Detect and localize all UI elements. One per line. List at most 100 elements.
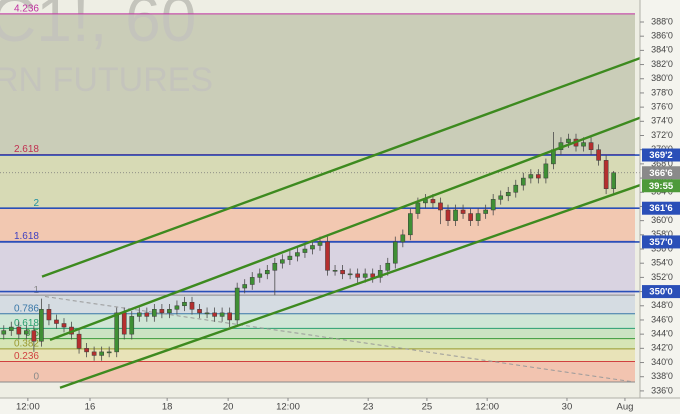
plot: 00.2360.3820.50.6180.78611.61822.6184.23…	[0, 4, 641, 389]
y-tick-label: 336'0	[651, 385, 673, 395]
y-tick-label: 380'0	[651, 73, 673, 83]
price-tag-box	[642, 148, 680, 162]
x-tick-label: 25	[422, 402, 433, 413]
watermark-name: RN FUTURES	[0, 61, 213, 99]
candle-body	[498, 195, 504, 200]
y-tick-label: 372'0	[651, 130, 673, 140]
candle-body	[453, 209, 458, 221]
candle-body	[513, 184, 519, 193]
fib-level-label: 0.618	[14, 318, 39, 329]
candle-body	[295, 252, 300, 257]
candle-body	[106, 351, 112, 354]
current-price-tag-box	[642, 166, 680, 180]
candle-body	[121, 312, 127, 335]
fib-level-label: 0.236	[14, 351, 39, 362]
candle-body	[61, 323, 67, 328]
fib-level-label: 1.618	[14, 231, 39, 242]
candle-body	[347, 273, 353, 276]
y-tick-label: 360'0	[651, 215, 673, 225]
fib-zone	[0, 313, 635, 329]
fib-level-label: 0.382	[14, 338, 39, 349]
fib-zone	[0, 361, 635, 383]
candle-body	[445, 209, 451, 221]
candle-body	[603, 160, 609, 189]
candle-body	[182, 301, 187, 307]
candle-body	[317, 241, 323, 246]
fib-zone	[0, 338, 635, 349]
channel-line	[41, 57, 641, 278]
x-tick-label: 20	[223, 402, 234, 413]
x-tick-label: 12:00	[276, 402, 300, 413]
candle-body	[475, 213, 481, 221]
trendline	[44, 296, 633, 383]
price-tag-label: 361'6	[649, 203, 672, 214]
price-tag-label: 369'2	[649, 150, 672, 161]
fib-level-label: 4.236	[14, 4, 39, 15]
axes: 336'0 338'0 340'0 342'0 344'0 346'0 348'0 350'0…	[16, 16, 680, 413]
candle-body	[174, 305, 180, 310]
y-tick-label: 352'0	[651, 272, 673, 282]
candle-body	[302, 248, 308, 253]
x-axis-panel	[0, 398, 680, 414]
candle-body	[189, 301, 195, 310]
y-tick-label: 346'0	[651, 314, 673, 324]
price-tag-box	[642, 201, 680, 215]
candle-body	[54, 319, 59, 324]
candle-body	[129, 316, 135, 335]
candle-body	[588, 142, 594, 150]
candle-body	[227, 312, 232, 321]
candle-body	[31, 330, 37, 342]
y-tick-label: 376'0	[651, 102, 673, 112]
price-tag-box	[642, 235, 680, 249]
x-tick-label: Aug	[616, 402, 633, 413]
candle-body	[204, 312, 210, 315]
price-tag-label: 350'0	[649, 287, 672, 298]
x-tick-label: 16	[85, 402, 96, 413]
candle-body	[144, 312, 150, 317]
candle-body	[400, 234, 406, 243]
candle-body	[505, 192, 511, 197]
candle-body	[528, 174, 534, 179]
y-tick-label: 348'0	[651, 300, 673, 310]
candle-body	[39, 309, 44, 342]
candle-body	[438, 202, 443, 211]
candle-body	[219, 312, 225, 317]
candle-body	[159, 309, 165, 314]
y-tick-label: 378'0	[651, 87, 673, 97]
candle-body	[287, 255, 293, 260]
candle-body	[280, 259, 285, 264]
candle-body	[76, 333, 82, 349]
candle-body	[197, 309, 202, 314]
candle-body	[490, 199, 496, 211]
candle-body	[1, 330, 7, 335]
candle-body	[536, 174, 541, 179]
watermark-symbol: C1!, 60	[0, 0, 196, 55]
x-tick-label: 18	[162, 402, 173, 413]
fib-level-label: 0.786	[14, 303, 39, 314]
candle-body	[310, 245, 315, 250]
candle-body	[355, 273, 360, 278]
candle-body	[152, 309, 157, 317]
countdown-label: 39:55	[649, 181, 674, 192]
fib-zone	[0, 328, 635, 339]
candle-body	[234, 287, 240, 321]
candle-body	[596, 149, 601, 161]
candle-body	[362, 273, 368, 278]
candle-body	[332, 270, 338, 272]
x-tick-label: 30	[562, 402, 573, 413]
y-tick-label: 340'0	[651, 357, 673, 367]
fib-zone	[0, 208, 635, 242]
y-tick-label: 388'0	[651, 16, 673, 26]
fib-level-label: 2	[33, 198, 39, 209]
candle-body	[581, 142, 586, 147]
fib-level-label: 2.618	[14, 144, 39, 155]
candle-body	[16, 326, 22, 335]
candle-body	[566, 138, 571, 143]
fib-zone	[0, 13, 635, 155]
candle-body	[272, 262, 278, 271]
y-tick-label: 338'0	[651, 371, 673, 381]
y-tick-label: 374'0	[651, 116, 673, 126]
candle-body	[91, 351, 97, 356]
price-tag-label: 357'0	[649, 237, 672, 248]
channel-line	[49, 116, 641, 341]
